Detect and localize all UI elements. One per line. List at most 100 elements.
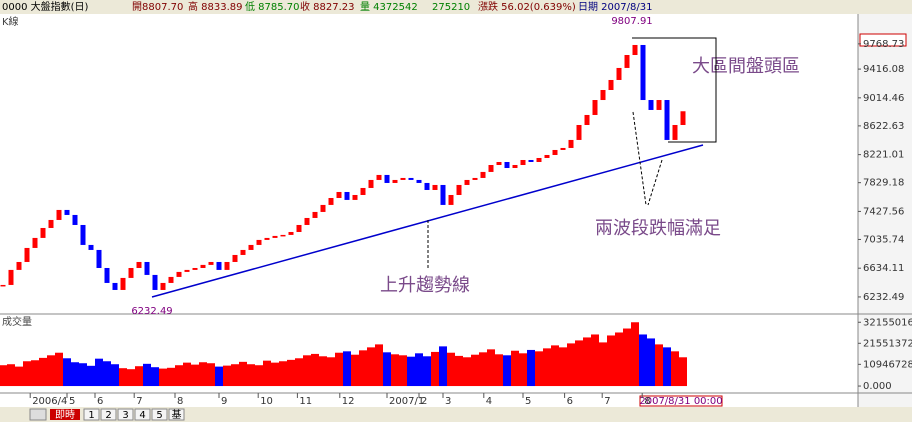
candle <box>80 224 86 245</box>
volume-bar <box>263 360 271 387</box>
candle <box>504 161 510 169</box>
annotation: 6232.49 <box>131 306 172 317</box>
candle <box>600 89 606 101</box>
candle <box>104 267 110 283</box>
volume-bar <box>303 355 311 387</box>
volume-bar <box>167 367 175 387</box>
volume-bar <box>407 356 415 387</box>
candle <box>176 271 182 277</box>
y-tick-label: 9768.73 <box>863 39 904 50</box>
candle <box>560 147 566 150</box>
candle <box>96 249 102 268</box>
volume-bar <box>351 354 359 387</box>
y-tick-label: 9014.46 <box>863 93 904 104</box>
y-tick-label: 6232.49 <box>863 292 904 303</box>
toolbar-button-label[interactable]: 1 <box>88 410 94 421</box>
candle <box>0 284 6 287</box>
x-tick-label: 8 <box>644 396 650 407</box>
x-tick-label: 6 <box>97 396 103 407</box>
candle <box>664 100 670 140</box>
search-button[interactable] <box>29 408 47 421</box>
volume-bar <box>423 356 431 387</box>
volume-bar <box>615 332 623 387</box>
toolbar-button-label[interactable]: 3 <box>122 410 128 421</box>
candle <box>296 224 302 232</box>
candle <box>488 165 494 172</box>
volume-bar <box>639 334 647 387</box>
volume-bar <box>415 353 423 387</box>
candle <box>136 261 142 268</box>
toolbar-button[interactable] <box>83 408 100 421</box>
toolbar-button-label[interactable]: 4 <box>139 410 145 421</box>
volume-bar <box>399 355 407 387</box>
volume-bar <box>503 355 511 387</box>
candle <box>288 231 294 235</box>
candle <box>152 274 158 290</box>
live-button-label[interactable]: 即時 <box>55 409 75 421</box>
volume-bar <box>511 350 519 387</box>
toolbar <box>0 407 912 422</box>
candle <box>328 197 334 205</box>
volume-bar <box>367 347 375 387</box>
panel-label: K線 <box>2 15 19 28</box>
volume-bar <box>479 352 487 387</box>
candle <box>184 269 190 272</box>
candle <box>240 249 246 255</box>
volume-bar <box>439 346 447 387</box>
candle <box>472 177 478 180</box>
x-tick-label: 2 <box>421 396 427 407</box>
toolbar-button[interactable] <box>100 408 117 421</box>
header-close: 收 8827.23 <box>300 0 355 13</box>
volume-bar <box>623 328 631 387</box>
candle <box>392 179 398 183</box>
y-tick-label: 7427.56 <box>863 206 904 217</box>
right-axis-bg <box>858 14 912 407</box>
live-button[interactable] <box>50 409 80 420</box>
toolbar-button[interactable] <box>168 408 185 421</box>
candle <box>368 179 374 188</box>
last-price-box <box>859 33 907 47</box>
toolbar-button[interactable] <box>134 408 151 421</box>
volume-bar <box>527 349 535 387</box>
volume-bar <box>567 343 575 387</box>
x-tick-label: 11 <box>299 396 312 407</box>
volume-bar <box>271 362 279 387</box>
volume-bar <box>63 358 71 387</box>
volume-bar <box>463 357 471 387</box>
toolbar-button[interactable] <box>151 408 168 421</box>
y-tick-label: 8221.01 <box>863 150 904 161</box>
candle <box>72 214 78 225</box>
candle <box>88 244 94 250</box>
candle <box>632 44 638 56</box>
volume-bar <box>455 355 463 387</box>
candle <box>312 211 318 218</box>
volume-bar <box>191 364 199 387</box>
header-date: 日期 2007/8/31 <box>578 1 652 13</box>
candle <box>352 194 358 200</box>
volume-bar <box>23 361 31 387</box>
candle <box>408 177 414 180</box>
volume-bar <box>383 352 391 387</box>
y-tick-label: 8622.63 <box>863 121 904 132</box>
candle <box>648 100 654 110</box>
candle <box>320 204 326 212</box>
candle <box>16 261 22 270</box>
volume-bar <box>183 362 191 387</box>
toolbar-button-label[interactable]: 5 <box>156 410 162 421</box>
toolbar-button-label[interactable]: 基 <box>172 408 182 421</box>
candle <box>344 191 350 200</box>
volume-bar <box>295 358 303 387</box>
header-high: 高 8833.89 <box>188 0 243 13</box>
candle <box>496 161 502 166</box>
volume-bar <box>255 365 263 387</box>
x-tick-label: 5 <box>525 396 531 407</box>
volume-bar <box>135 366 143 387</box>
toolbar-button[interactable] <box>117 408 134 421</box>
toolbar-button-label[interactable]: 2 <box>105 410 111 421</box>
volume-bar <box>471 354 479 387</box>
candle <box>64 209 70 215</box>
volume-bar <box>591 334 599 387</box>
candle <box>8 269 14 285</box>
header-title: 0000 大盤指數(日) <box>2 0 89 13</box>
